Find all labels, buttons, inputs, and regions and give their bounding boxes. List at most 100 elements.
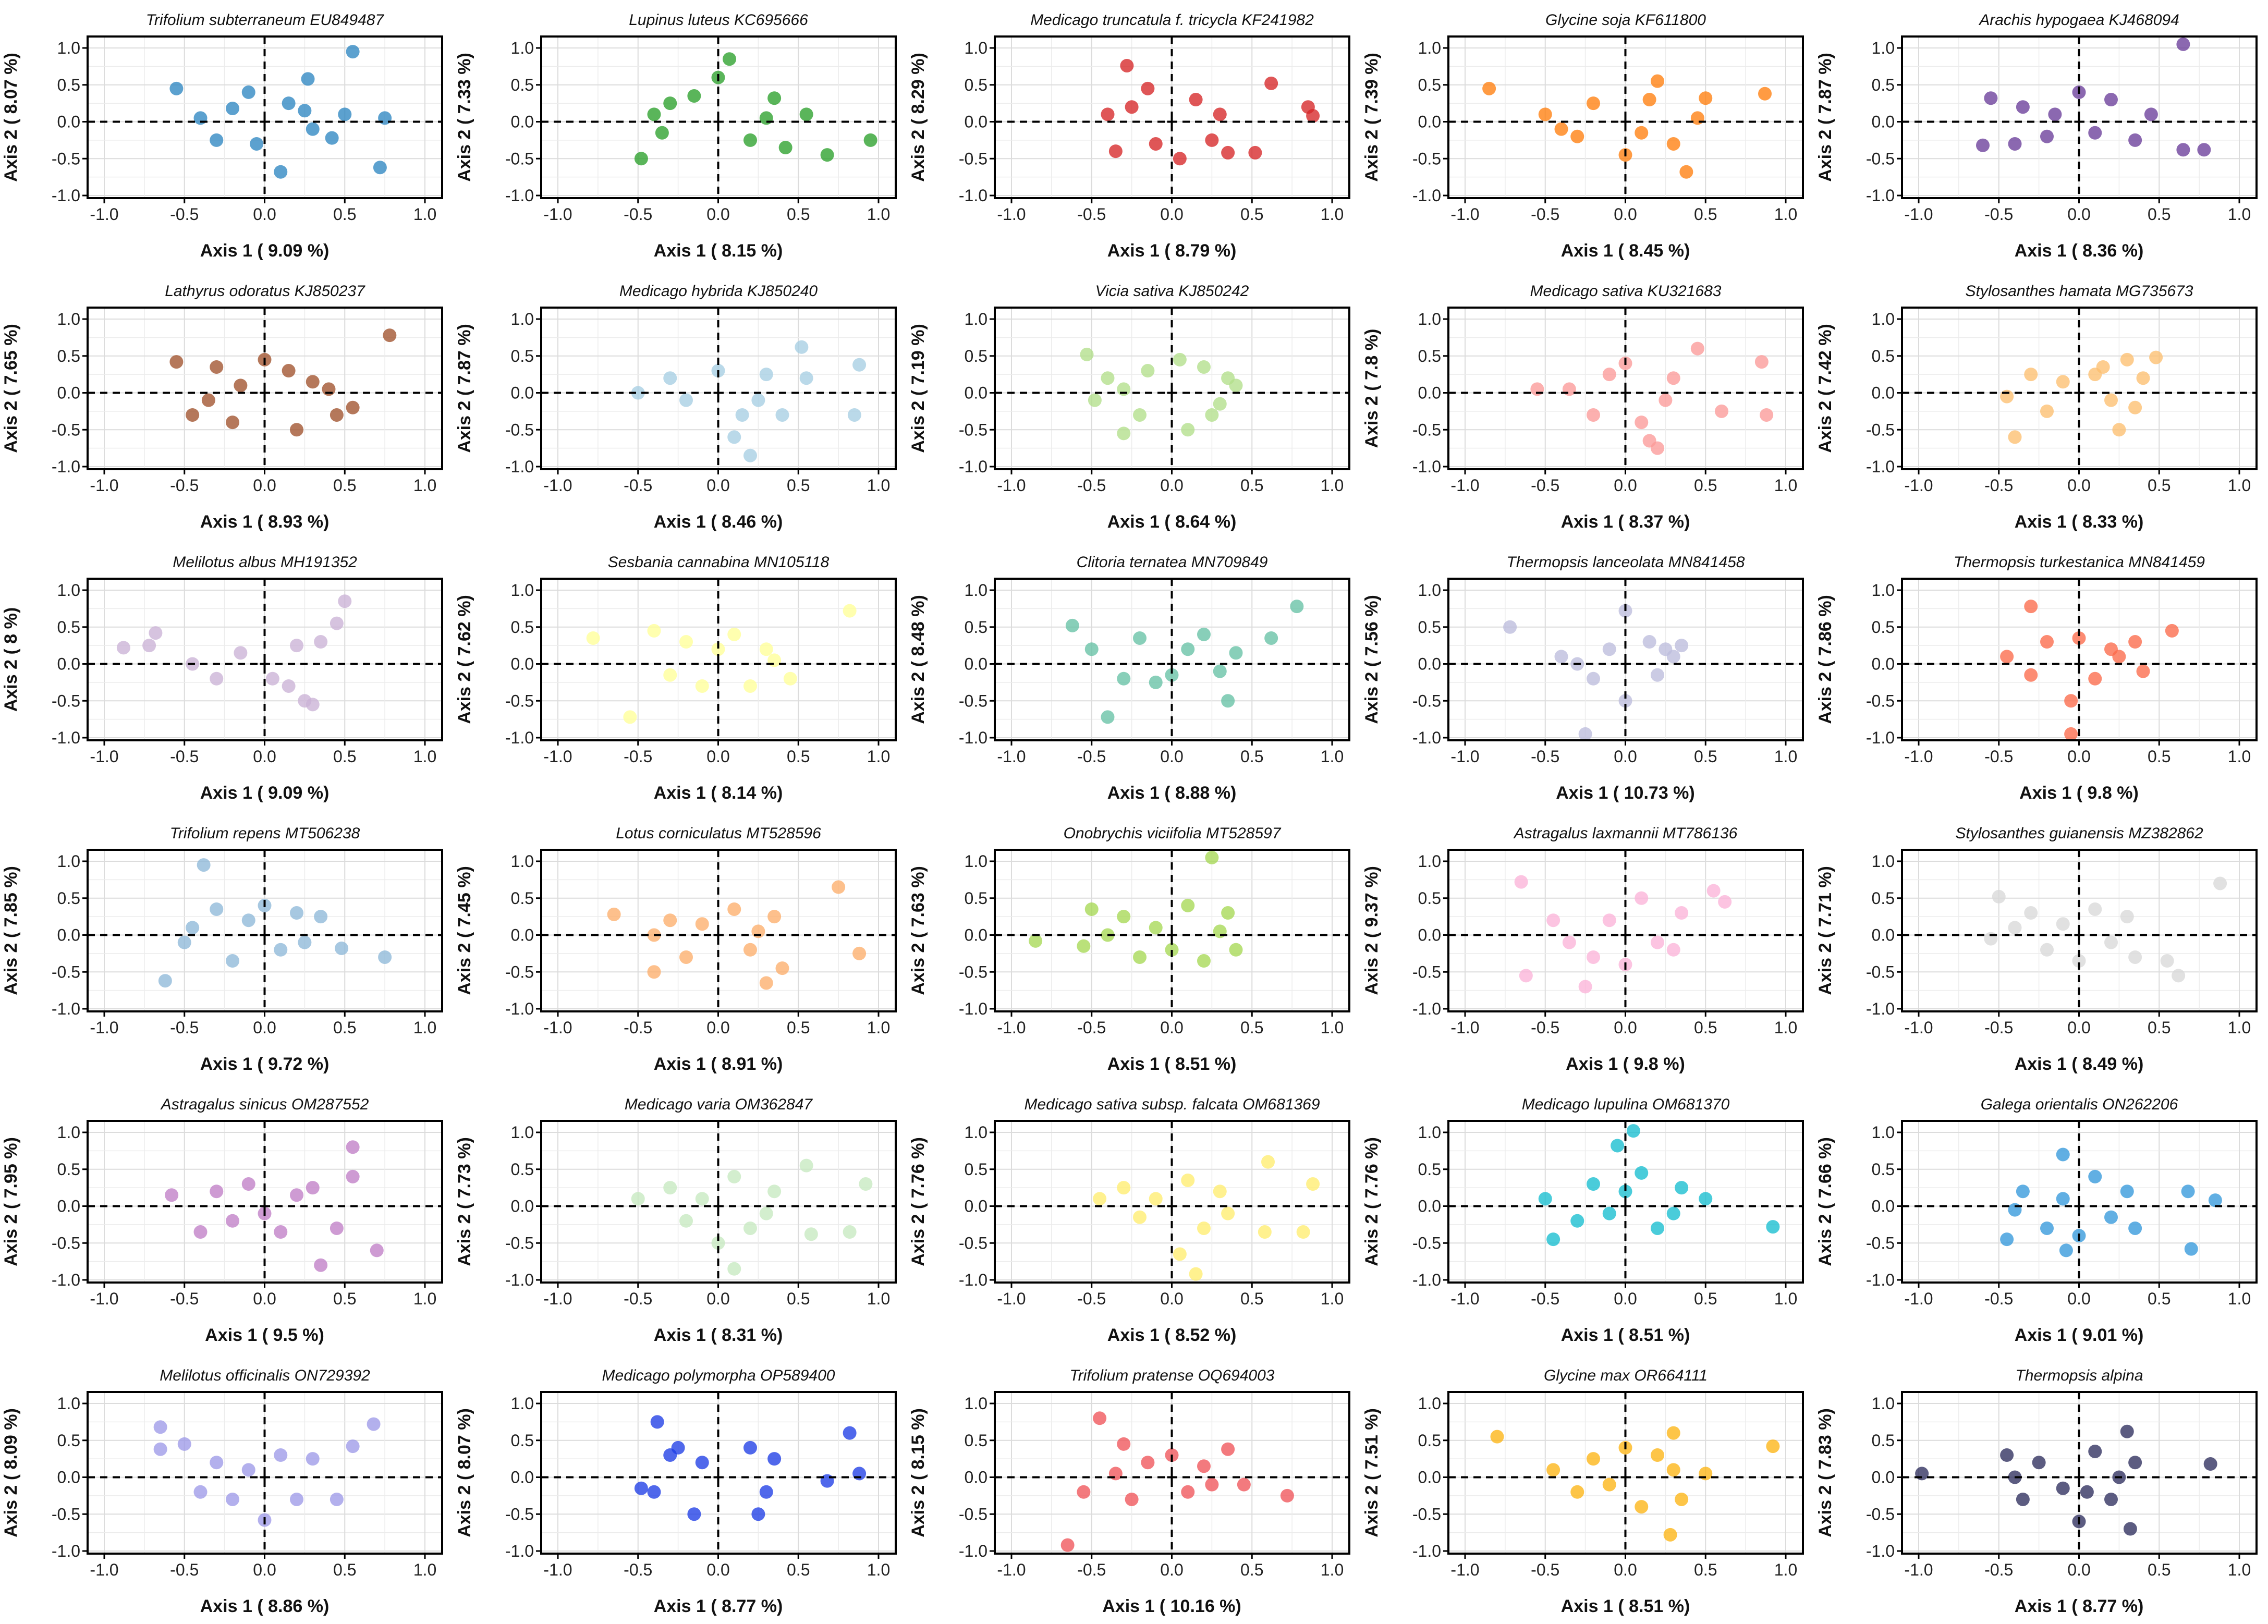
x-tick-label: 0.5 [787, 205, 810, 224]
x-axis-label: Axis 1 ( 8.31 %) [654, 1325, 783, 1345]
y-tick-label: 1.0 [511, 1394, 534, 1413]
data-point [1181, 1173, 1195, 1187]
x-tick-label: -0.5 [624, 1560, 652, 1579]
y-axis-label: Axis 2 ( 9.37 %) [1362, 866, 1382, 995]
y-tick-label: 0.0 [1872, 384, 1895, 402]
x-tick-label: 0.5 [787, 1018, 810, 1037]
data-point [2064, 694, 2078, 708]
x-tick-label: 1.0 [2228, 1018, 2251, 1037]
data-point [843, 604, 857, 618]
x-axis-label: Axis 1 ( 10.73 %) [1556, 783, 1694, 803]
data-point [1570, 1485, 1584, 1499]
data-point [158, 974, 172, 988]
data-point [2112, 650, 2126, 664]
y-tick-label: -1.0 [959, 999, 987, 1018]
y-tick-label: -1.0 [1866, 999, 1895, 1018]
x-tick-label: 0.0 [706, 1018, 729, 1037]
data-point [727, 627, 741, 641]
data-point [1642, 434, 1656, 448]
x-tick-label: 1.0 [413, 205, 436, 224]
scatter-panel: -1.0 -0.5 0.0 0.5 1.0 1.0 0.5 0.0 -0.5 -1.0 Galega… [1815, 1096, 2258, 1345]
x-tick-label: 0.0 [706, 205, 729, 224]
data-point [290, 639, 303, 653]
x-tick-label: 0.0 [1614, 747, 1637, 766]
data-point [274, 1225, 288, 1239]
data-point [743, 1221, 757, 1235]
data-point [1080, 347, 1094, 361]
data-point [2072, 954, 2086, 968]
data-point [186, 921, 200, 935]
data-point [1666, 1206, 1680, 1220]
data-point [1117, 426, 1131, 441]
y-axis-label: Axis 2 ( 7.73 %) [455, 1137, 474, 1266]
data-point [1715, 404, 1728, 418]
panel-title: Melilotus officinalis ON729392 [160, 1367, 370, 1384]
y-axis-label: Axis 2 ( 8.15 %) [908, 1408, 928, 1537]
y-tick-label: -1.0 [505, 457, 534, 476]
y-tick-label: 1.0 [1418, 310, 1441, 328]
x-tick-label: 1.0 [1321, 1289, 1344, 1308]
data-point [767, 1185, 782, 1199]
y-tick-label: 0.5 [57, 347, 80, 365]
data-point [2088, 1444, 2102, 1458]
panel-title: Onobrychis viciifolia MT528597 [1064, 825, 1282, 842]
y-tick-label: -0.5 [959, 1505, 987, 1523]
data-point [1181, 1485, 1195, 1499]
x-tick-label: 0.5 [1694, 1018, 1717, 1037]
panel-title: Glycine max OR664111 [1544, 1367, 1708, 1384]
x-tick-label: 1.0 [867, 205, 890, 224]
y-axis-label: Axis 2 ( 7.56 %) [1362, 595, 1382, 724]
data-point [631, 386, 645, 400]
data-point [1675, 639, 1689, 653]
x-axis-label: Axis 1 ( 8.36 %) [2015, 241, 2144, 261]
data-point [2128, 133, 2142, 147]
y-tick-label: 1.0 [511, 852, 534, 871]
data-point [210, 133, 224, 147]
panel-title: Thermopsis turkestanica MN841459 [1954, 554, 2205, 571]
data-point [2120, 1185, 2134, 1199]
data-point [687, 1507, 701, 1521]
data-point [314, 910, 328, 924]
data-point [1618, 694, 1632, 708]
y-tick-label: 0.0 [511, 655, 534, 674]
x-tick-label: 1.0 [1774, 1018, 1797, 1037]
y-tick-label: 0.5 [965, 618, 987, 637]
data-point [177, 1437, 191, 1451]
data-point [1117, 910, 1131, 924]
scatter-panel: -1.0 -0.5 0.0 0.5 1.0 1.0 0.5 0.0 -0.5 -1.0 Lupinu… [455, 11, 897, 261]
data-point [2080, 1485, 2094, 1499]
data-point [1635, 126, 1649, 140]
y-tick-label: 0.0 [1872, 1197, 1895, 1216]
data-point [1546, 1232, 1560, 1247]
data-point [2104, 93, 2118, 107]
data-point [1651, 1448, 1664, 1462]
data-point [1149, 675, 1163, 689]
data-point [647, 965, 661, 979]
panel-title: Medicago hybrida KJ850240 [619, 283, 818, 300]
data-point [2048, 107, 2062, 121]
data-point [759, 1206, 773, 1220]
data-point [1213, 924, 1227, 938]
x-tick-label: 1.0 [1774, 205, 1797, 224]
y-tick-label: 0.5 [1872, 76, 1895, 94]
data-point [2112, 423, 2126, 437]
data-point [1229, 378, 1243, 393]
y-tick-label: 0.5 [511, 618, 534, 637]
data-point [1181, 423, 1195, 437]
x-tick-label: -0.5 [624, 205, 652, 224]
data-point [1666, 371, 1680, 385]
x-axis-label: Axis 1 ( 8.46 %) [654, 512, 783, 532]
x-tick-label: 0.0 [1160, 1018, 1183, 1037]
y-tick-label: -0.5 [1866, 1505, 1895, 1523]
y-tick-label: 0.5 [57, 76, 80, 94]
x-tick-label: 0.5 [2148, 1560, 2171, 1579]
scatter-panel: -1.0 -0.5 0.0 0.5 1.0 1.0 0.5 0.0 -0.5 -1.0 Medica… [908, 1096, 1350, 1345]
y-tick-label: 1.0 [57, 39, 80, 57]
data-point [859, 1177, 873, 1191]
data-point [210, 902, 224, 916]
data-point [1165, 943, 1179, 957]
data-point [820, 148, 834, 162]
panel-title: Trifolium pratense OQ694003 [1070, 1367, 1275, 1384]
x-tick-label: -0.5 [1077, 747, 1106, 766]
scatter-panel: -1.0 -0.5 0.0 0.5 1.0 1.0 0.5 0.0 -0.5 -1.0 Glycin… [1362, 1367, 1804, 1616]
